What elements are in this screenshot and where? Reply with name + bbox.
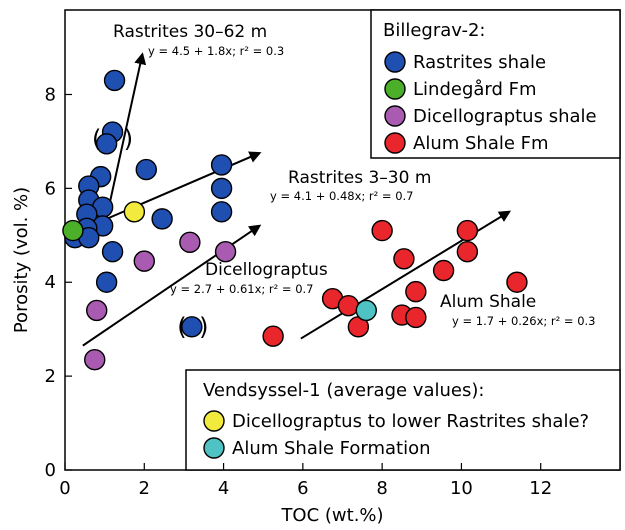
y-tick-label: 2 (45, 366, 56, 387)
data-point (456, 219, 479, 242)
annotation-paren: ) (124, 125, 133, 153)
legend-marker (384, 78, 406, 100)
data-point (123, 201, 146, 223)
legend-entry-label: Alum Shale Fm (413, 133, 549, 154)
data-point (95, 133, 118, 155)
legend-marker (384, 105, 406, 127)
data-point (84, 348, 106, 371)
trendline-equation: y = 4.1 + 0.48x; r² = 0.7 (270, 189, 414, 203)
data-point (210, 154, 233, 176)
data-point (103, 69, 126, 92)
x-axis-label: TOC (wt.%) (280, 505, 383, 526)
trendline-equation: y = 1.7 + 0.26x; r² = 0.3 (452, 314, 596, 328)
trendline-label: Dicellograptus (205, 260, 328, 280)
legend-entry-label: Dicellograptus shale (413, 106, 597, 127)
data-point (432, 259, 455, 282)
legend-marker (203, 410, 225, 432)
legend-marker (384, 132, 406, 154)
data-point (95, 271, 118, 293)
data-point (262, 325, 284, 347)
data-point (101, 241, 124, 263)
trendline-label: Rastrites 3–30 m (288, 168, 431, 188)
trendline-equation: y = 4.5 + 1.8x; r² = 0.3 (148, 44, 284, 58)
x-tick-label: 2 (139, 478, 150, 499)
annotation-paren: ( (92, 125, 101, 153)
x-tick-label: 12 (529, 478, 552, 499)
legend-marker (203, 437, 225, 459)
data-point (355, 299, 377, 322)
data-point (214, 241, 237, 263)
y-tick-label: 8 (45, 84, 56, 105)
data-point (371, 219, 393, 242)
legend-billegrav (370, 9, 621, 159)
data-point (62, 219, 84, 242)
data-point (337, 295, 360, 317)
trendline-label: Alum Shale (440, 292, 536, 312)
x-tick-label: 0 (59, 478, 70, 499)
x-tick-label: 6 (297, 478, 308, 499)
data-point (405, 306, 427, 329)
y-tick-label: 4 (45, 272, 56, 293)
legend-entry-label: Alum Shale Formation (232, 438, 431, 459)
annotation-paren: ) (199, 313, 208, 341)
x-tick-label: 8 (376, 478, 387, 499)
legend-title: Vendsyssel-1 (average values): (203, 380, 484, 401)
legend-marker (384, 51, 406, 73)
annotation-paren: ( (177, 313, 186, 341)
legend-title: Billegrav-2: (383, 20, 485, 41)
x-tick-label: 10 (450, 478, 473, 499)
trendline-equation: y = 2.7 + 0.61x; r² = 0.7 (170, 282, 314, 296)
data-point (405, 280, 427, 303)
data-point (133, 250, 155, 272)
trendline-label: Rastrites 30–62 m (113, 22, 267, 42)
y-tick-label: 0 (45, 460, 56, 481)
data-point (506, 271, 528, 293)
data-point (151, 208, 173, 230)
legend-entry-label: Rastrites shale (413, 52, 546, 73)
data-point (393, 248, 415, 270)
data-point (210, 201, 233, 223)
data-point (179, 231, 201, 254)
x-tick-label: 4 (218, 478, 229, 499)
data-point (456, 241, 479, 263)
legend-entry-label: Lindegård Fm (413, 79, 537, 100)
data-point (210, 177, 233, 200)
data-point (86, 299, 108, 322)
legend-entry-label: Dicellograptus to lower Rastrites shale? (232, 411, 589, 432)
y-tick-label: 6 (45, 178, 56, 199)
data-point (181, 316, 203, 338)
legend-vendsyssel (185, 369, 621, 471)
y-axis-label: Porosity (vol. %) (11, 187, 32, 333)
data-point (135, 158, 157, 181)
